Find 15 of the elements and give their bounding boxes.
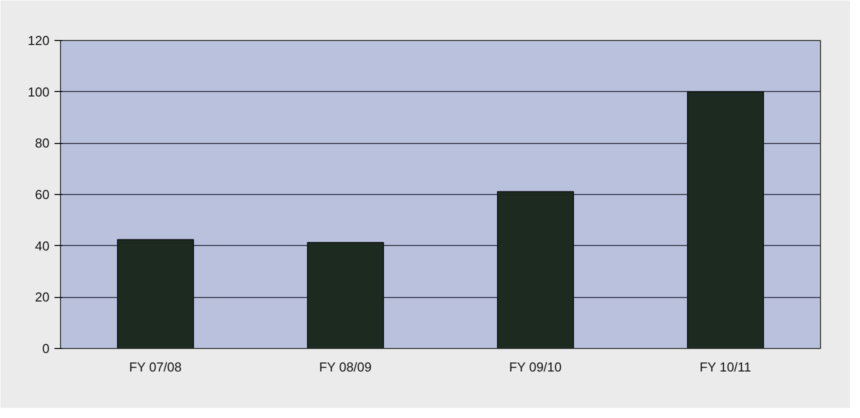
y-tick-label: 60 xyxy=(35,187,50,202)
x-tick-label: FY 08/09 xyxy=(319,360,372,374)
bar xyxy=(117,239,194,348)
y-tick-label: 20 xyxy=(35,290,50,305)
y-tick-label: 0 xyxy=(42,341,50,356)
y-tick-label: 120 xyxy=(28,33,50,48)
bar xyxy=(687,91,764,348)
bar xyxy=(497,191,574,348)
x-tick-label: FY 10/11 xyxy=(700,360,752,374)
x-tick-label: FY 07/08 xyxy=(129,360,182,374)
bar xyxy=(307,242,384,348)
y-tick-label: 100 xyxy=(28,84,50,100)
y-tick-label: 80 xyxy=(35,136,50,151)
y-tick-label: 40 xyxy=(35,238,50,254)
x-tick-label: FY 09/10 xyxy=(509,360,562,374)
